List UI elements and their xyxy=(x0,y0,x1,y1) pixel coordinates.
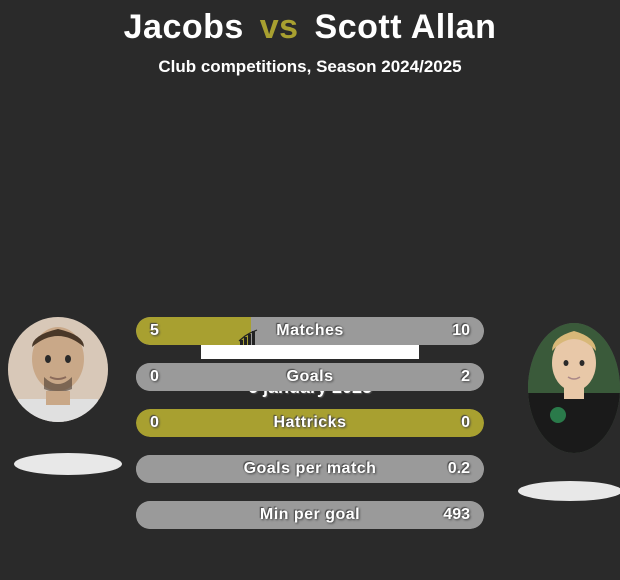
stat-row: Hattricks0 0 xyxy=(136,409,484,437)
player2-name: Scott Allan xyxy=(315,8,497,46)
stat-label: Goals xyxy=(136,363,484,391)
stat-bars: Matches510Goals02Hattricks00Goals per ma… xyxy=(136,317,484,547)
vs-separator: vs xyxy=(260,8,299,46)
stat-label: Goals per match xyxy=(136,455,484,483)
player2-avatar xyxy=(528,323,620,453)
stat-value-right: 0.2 xyxy=(448,455,470,483)
stat-row: Min per goal493 xyxy=(136,501,484,529)
player2-club-badge xyxy=(518,481,620,501)
stat-value-left: 0 xyxy=(150,409,159,437)
stat-value-right: 2 xyxy=(461,363,470,391)
stat-value-left: 0 xyxy=(150,363,159,391)
chart-icon xyxy=(238,329,260,347)
stat-row: Goals0 2 xyxy=(136,363,484,391)
comparison-card: Jacobs vs Scott Allan Club competitions,… xyxy=(0,0,620,445)
stat-row: Goals per match0.2 xyxy=(136,455,484,483)
subtitle: Club competitions, Season 2024/2025 xyxy=(0,57,620,77)
page-title: Jacobs vs Scott Allan xyxy=(0,0,620,47)
player1-avatar xyxy=(8,317,108,422)
stat-label: Min per goal xyxy=(136,501,484,529)
player1-name: Jacobs xyxy=(124,8,244,46)
stat-value-right: 0 xyxy=(461,409,470,437)
stat-row: Matches5 10 xyxy=(136,317,484,345)
stat-value-right: 10 xyxy=(452,317,470,345)
stat-value-right: 493 xyxy=(443,501,470,529)
player1-club-badge xyxy=(14,453,122,475)
stat-label: Hattricks xyxy=(136,409,484,437)
stat-value-left: 5 xyxy=(150,317,159,345)
content-area: Matches510Goals02Hattricks00Goals per ma… xyxy=(0,317,620,398)
stat-label: Matches xyxy=(136,317,484,345)
